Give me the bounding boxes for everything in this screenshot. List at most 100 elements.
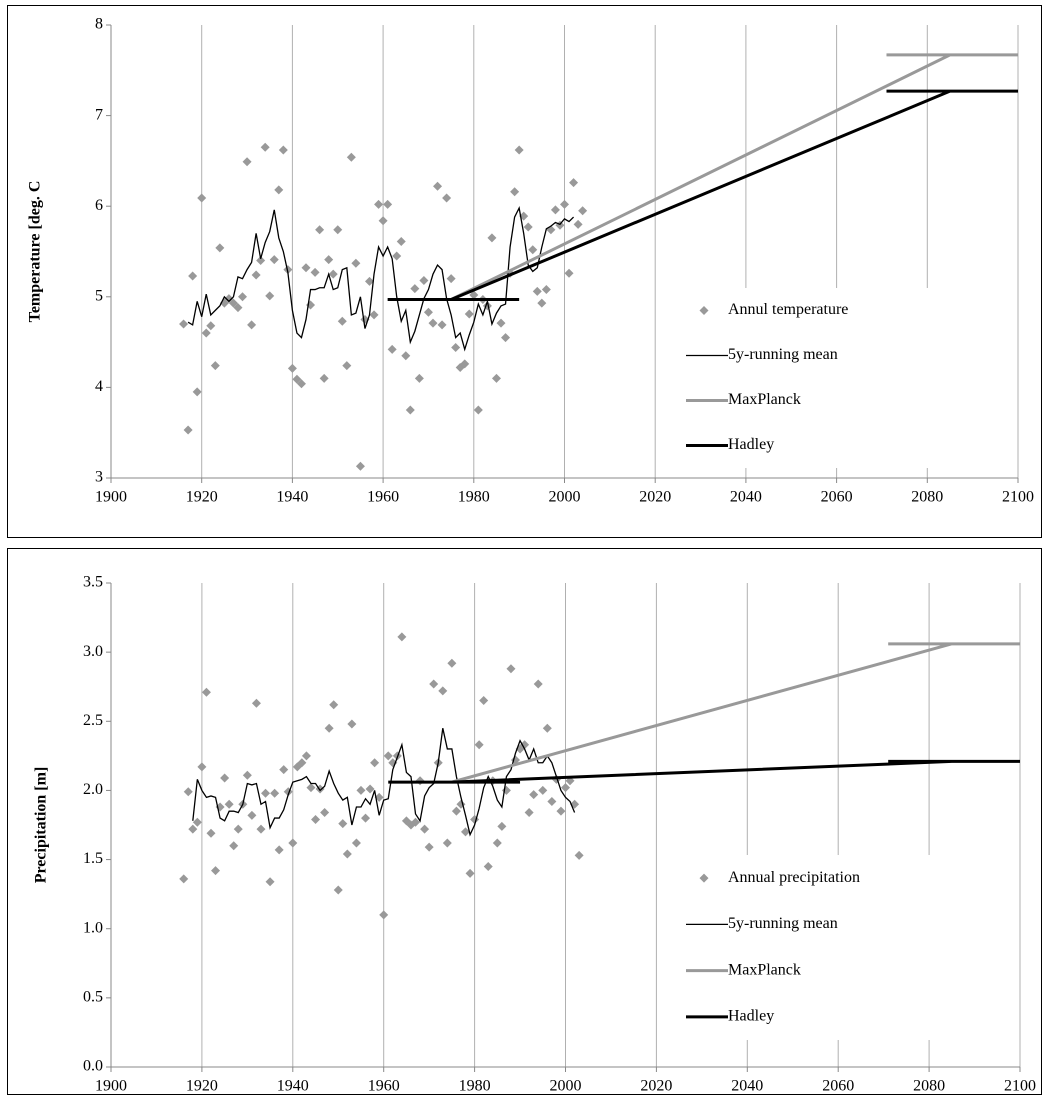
data-point [224, 294, 234, 304]
data-point [301, 751, 311, 761]
data-point [342, 361, 352, 371]
data-point [556, 806, 566, 816]
data-point [278, 145, 288, 155]
data-point [378, 216, 388, 226]
x-tick-label: 2000 [549, 489, 581, 506]
data-point [560, 199, 569, 209]
data-point [183, 425, 193, 435]
y-tick-label: 3 [95, 469, 103, 486]
data-point [197, 193, 207, 203]
data-point [210, 361, 220, 371]
data-point [188, 824, 198, 834]
x-tick-label: 2100 [1002, 489, 1034, 506]
x-tick-label: 1900 [95, 489, 127, 506]
x-tick-label: 2060 [822, 1078, 854, 1095]
data-point [297, 758, 307, 768]
data-point [192, 817, 202, 827]
data-point [442, 838, 452, 848]
data-point [473, 405, 483, 415]
data-point [296, 379, 306, 389]
data-point [423, 307, 433, 317]
data-point [256, 824, 266, 834]
data-point [374, 199, 384, 209]
data-point [451, 806, 461, 816]
data-point [405, 405, 415, 415]
data-point [379, 910, 389, 920]
data-point [383, 199, 393, 209]
data-point [578, 206, 588, 216]
data-point [474, 740, 484, 750]
data-point [315, 225, 325, 235]
data-point [356, 785, 366, 795]
y-tick-label: 3.5 [83, 574, 103, 591]
data-point [338, 819, 348, 829]
series-line [450, 53, 1018, 301]
data-point [269, 255, 279, 265]
data-point [446, 274, 456, 284]
data-point [337, 316, 347, 326]
data-point [287, 363, 297, 373]
data-point [324, 723, 334, 733]
data-point [188, 271, 198, 281]
data-point [397, 632, 407, 642]
data-point [233, 303, 243, 313]
data-point [361, 813, 371, 823]
data-point [542, 723, 552, 733]
data-point [437, 320, 447, 330]
data-point [392, 251, 402, 261]
data-point [233, 824, 243, 834]
data-point [541, 285, 551, 295]
data-point [364, 276, 374, 286]
data-point [496, 318, 506, 328]
data-point [347, 719, 357, 729]
data-point [479, 696, 489, 706]
data-point [538, 785, 548, 795]
series-line [451, 642, 1020, 784]
x-tick-label: 2020 [639, 489, 671, 506]
data-point [265, 291, 275, 301]
y-tick-label: 2.0 [83, 781, 103, 798]
data-point [260, 142, 270, 152]
legend-marker [699, 873, 709, 883]
x-tick-label: 1940 [277, 1078, 309, 1095]
data-point [532, 286, 542, 296]
x-tick-label: 2040 [730, 489, 762, 506]
data-point [242, 770, 252, 780]
x-tick-label: 2080 [911, 489, 943, 506]
data-point [265, 877, 275, 887]
y-tick-label: 5 [95, 287, 103, 304]
x-tick-label: 1920 [186, 489, 218, 506]
legend-label: Hadley [728, 1008, 774, 1025]
data-point [442, 193, 452, 203]
data-point [574, 850, 584, 860]
data-point [310, 267, 320, 277]
data-point [550, 205, 560, 215]
x-tick-label: 1920 [186, 1078, 218, 1095]
data-point [197, 762, 207, 772]
data-point [396, 237, 406, 247]
y-tick-label: 0.0 [83, 1058, 103, 1075]
data-point [564, 268, 574, 278]
data-point [420, 824, 430, 834]
data-point [514, 145, 524, 155]
data-point [328, 269, 338, 279]
legend-marker [699, 306, 709, 315]
series-line [192, 728, 576, 837]
data-point [528, 245, 538, 255]
y-tick-label: 4 [95, 378, 103, 395]
data-point [201, 328, 211, 338]
data-point [229, 841, 239, 851]
data-point [411, 817, 421, 827]
data-point [179, 874, 189, 884]
data-point [433, 181, 443, 191]
data-point [351, 258, 361, 268]
data-point [524, 808, 534, 818]
data-point [183, 787, 193, 797]
legend-label: Annual precipitation [728, 869, 860, 886]
data-point [261, 788, 271, 798]
x-tick-label: 2040 [731, 1078, 763, 1095]
data-point [274, 185, 284, 195]
data-point [355, 461, 365, 471]
data-point [438, 686, 448, 696]
x-tick-label: 1980 [459, 1078, 491, 1095]
